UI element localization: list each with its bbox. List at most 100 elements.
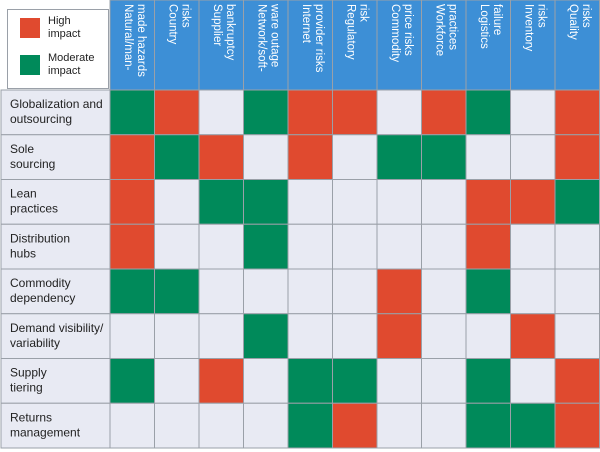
cell-r2-c6	[376, 179, 422, 225]
column-label-1-line2: risks	[180, 4, 192, 28]
column-label-3-line2: ware outage	[269, 3, 281, 67]
cell-r7-c7	[421, 402, 467, 449]
cell-r4-c7	[421, 268, 467, 315]
column-label-8-line1: Logistics	[478, 4, 490, 49]
column-header-10	[554, 0, 600, 91]
cell-r6-c0	[109, 358, 155, 404]
cell-r6-c8	[465, 358, 511, 404]
cell-r3-c9	[510, 223, 556, 270]
cell-r2-c2	[198, 179, 244, 225]
row-label-4-line1: Commodity	[10, 276, 71, 290]
cell-r5-c2	[198, 313, 244, 359]
cell-r5-c5	[332, 313, 378, 359]
cell-r1-c0	[109, 134, 155, 180]
legend-swatch-high	[20, 18, 40, 38]
column-header-4	[287, 0, 333, 91]
cell-r0-c8	[465, 89, 511, 136]
column-label-9-line1: Inventory	[523, 4, 535, 52]
cell-r0-c0	[109, 89, 155, 136]
row-label-3-line2: hubs	[10, 246, 36, 260]
cell-r7-c5	[332, 402, 378, 449]
row-header-4	[0, 268, 111, 315]
cell-r1-c3	[243, 134, 289, 180]
cell-r3-c1	[154, 223, 200, 270]
cell-r3-c8	[465, 223, 511, 270]
cell-r4-c2	[198, 268, 244, 315]
cell-r7-c9	[510, 402, 556, 449]
cell-r6-c1	[154, 358, 200, 404]
legend-label-moderate: Moderate impact	[48, 52, 110, 78]
cell-r0-c1	[154, 89, 200, 136]
cell-r5-c7	[421, 313, 467, 359]
cell-r3-c6	[376, 223, 422, 270]
column-label-6-line2: price risks	[402, 4, 414, 56]
legend-moderate-line2: impact	[48, 65, 81, 77]
column-label-4-line2: provider risks	[313, 4, 325, 73]
cell-r6-c10	[554, 358, 600, 404]
cell-r7-c6	[376, 402, 422, 449]
cell-r4-c6	[376, 268, 422, 315]
row-label-0-line1: Globalization and	[10, 97, 103, 111]
cell-r3-c10	[554, 223, 600, 270]
row-label-4-line2: dependency	[10, 291, 75, 305]
row-label-6-line1: Supply	[10, 366, 47, 380]
column-header-6	[376, 0, 422, 91]
cell-r5-c3	[243, 313, 289, 359]
column-label-1-line1: Country	[167, 4, 179, 45]
cell-r5-c8	[465, 313, 511, 359]
column-label-10-line1: Quality	[567, 4, 579, 40]
row-header-0	[0, 89, 111, 136]
cell-r1-c9	[510, 134, 556, 180]
row-label-1-line1: Sole	[10, 142, 34, 156]
column-label-9-line2: risks	[536, 4, 548, 28]
column-header-8	[465, 0, 511, 91]
cell-r3-c2	[198, 223, 244, 270]
cell-r7-c8	[465, 402, 511, 449]
cell-r1-c5	[332, 134, 378, 180]
row-label-3-line1: Distribution	[10, 231, 70, 245]
column-label-5-line1: Regulatory	[345, 4, 357, 60]
row-label-5-line1: Demand visibility/	[10, 321, 104, 335]
column-label-5-line2: risk	[358, 4, 370, 22]
cell-r5-c6	[376, 313, 422, 359]
cell-r0-c7	[421, 89, 467, 136]
row-label-6-line2: tiering	[10, 381, 43, 395]
cell-r5-c0	[109, 313, 155, 359]
cell-r3-c3	[243, 223, 289, 270]
cell-r5-c4	[287, 313, 333, 359]
column-label-2-line2: bankruptcy	[224, 4, 236, 61]
column-label-3-line1: Network/soft-	[256, 4, 268, 72]
cell-r7-c10	[554, 402, 600, 449]
cell-r0-c4	[287, 89, 333, 136]
legend-label-high: High impact	[48, 15, 110, 41]
column-label-7-line1: Workforce	[434, 4, 446, 56]
cell-r6-c9	[510, 358, 556, 404]
column-label-0-line1: Natural/man-	[122, 4, 134, 71]
cell-r0-c5	[332, 89, 378, 136]
cell-r7-c3	[243, 402, 289, 449]
row-label-2-line2: practices	[10, 202, 58, 216]
cell-r0-c6	[376, 89, 422, 136]
cell-r2-c10	[554, 179, 600, 225]
cell-r0-c9	[510, 89, 556, 136]
cell-r2-c8	[465, 179, 511, 225]
cell-r4-c8	[465, 268, 511, 315]
cell-r0-c3	[243, 89, 289, 136]
cell-r6-c5	[332, 358, 378, 404]
cell-r2-c0	[109, 179, 155, 225]
cell-r3-c4	[287, 223, 333, 270]
legend-high-line1: High	[48, 15, 71, 27]
cell-r7-c0	[109, 402, 155, 449]
cell-r4-c3	[243, 268, 289, 315]
cell-r2-c7	[421, 179, 467, 225]
legend: High impact Moderate impact	[7, 9, 109, 89]
cell-r4-c0	[109, 268, 155, 315]
column-label-7-line2: practices	[447, 4, 459, 50]
cell-r6-c6	[376, 358, 422, 404]
column-label-10-line2: risks	[580, 4, 592, 28]
cell-r4-c1	[154, 268, 200, 315]
cell-r3-c7	[421, 223, 467, 270]
cell-r5-c10	[554, 313, 600, 359]
row-label-1-line2: sourcing	[10, 157, 55, 171]
